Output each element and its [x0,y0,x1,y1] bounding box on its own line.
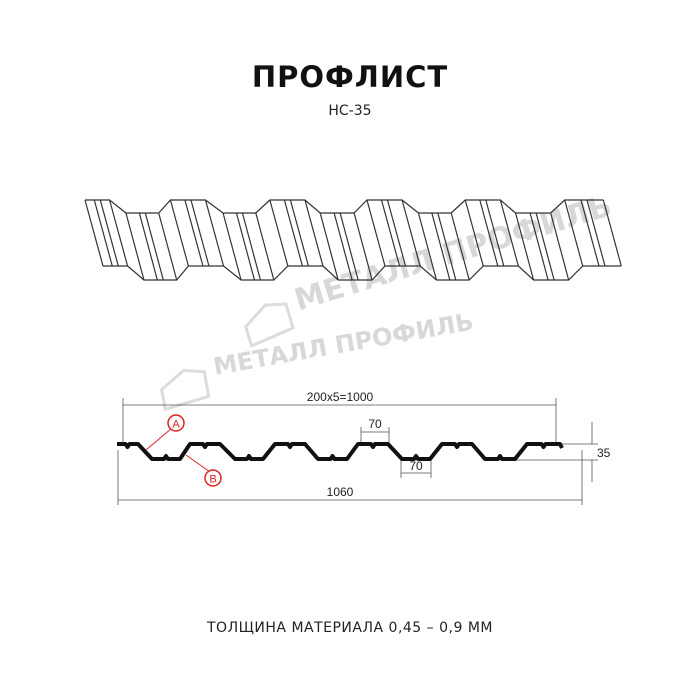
sheet-rib-line [437,212,457,281]
material-thickness: ТОЛЩИНА МАТЕРИАЛА 0,45 – 0,9 ММ [207,620,493,636]
sheet-rib-line [235,212,256,281]
sheet-rib-line [535,212,555,281]
sheet-fold-line [366,199,386,267]
sheet-rib-line [333,212,353,281]
sheet-rib-line [479,199,499,267]
svg-text:B: B [209,474,216,486]
sheet-fold-line [204,199,225,267]
working-width-label: 200x5=1000 [307,390,374,404]
svg-text:A: A [172,419,180,431]
sheet-rib-line [386,199,407,267]
sheet-rib-line [289,199,309,267]
sheet-rib-line [99,199,119,267]
sheet-fold-line [269,199,289,267]
sheet-fold-line [417,212,438,281]
sheet-fold-line [550,212,570,281]
isometric-sheet [84,199,622,281]
sheet-rib-line [241,212,262,281]
sheet-rib-line [184,199,204,267]
sheet-fold-line [84,199,104,267]
sheet-rib-line [93,199,113,267]
sheet-fold-line [255,212,275,281]
total-width-label: 1060 [327,485,354,499]
sheet-rib-line [580,199,600,267]
sheet-rib-line [144,212,164,281]
sheet-fold-line [108,199,129,267]
sheet-back-edge [85,199,604,214]
sheet-fold-line [353,212,373,281]
sheet-rib-line [190,199,210,267]
marker-b: B [185,454,222,487]
sheet-rib-line [485,199,505,267]
sheet-fold-line [514,212,535,281]
dimension-lines [117,398,598,505]
sheet-fold-line [401,199,421,267]
bottom-flat-label: 70 [409,459,423,473]
profile-model: НС-35 [328,103,372,119]
page-title: ПРОФЛИСТ [251,60,449,94]
sheet-rib-line [339,212,359,281]
sheet-fold-line [464,199,484,267]
sheet-rib-line [586,199,606,267]
height-label: 35 [597,446,611,460]
sheet-fold-line [304,199,324,267]
sheet-fold-line [499,199,519,267]
profile-section [117,442,564,461]
sheet-fold-line [602,199,622,267]
marker-a: A [145,414,185,451]
sheet-rib-line [138,212,158,281]
sheet-rib-line [283,199,303,267]
sheet-fold-line [222,212,242,281]
sheet-fold-line [169,199,189,267]
sheet-fold-line [564,199,584,267]
sheet-rib-line [431,212,451,281]
sheet-fold-line [319,212,339,281]
sheet-rib-line [380,199,401,267]
sheet-fold-line [450,212,470,281]
sheet-front-edge [103,265,622,281]
sheet-fold-line [158,212,178,281]
sheet-fold-line [125,212,145,281]
sheet-rib-line [529,212,549,281]
top-flat-label: 70 [368,417,382,431]
